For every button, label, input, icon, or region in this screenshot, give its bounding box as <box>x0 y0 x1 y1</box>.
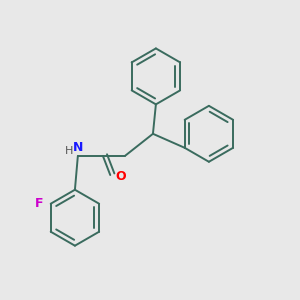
Text: H: H <box>65 146 73 156</box>
Text: N: N <box>73 141 84 154</box>
Text: F: F <box>35 196 43 210</box>
Text: O: O <box>116 170 126 183</box>
